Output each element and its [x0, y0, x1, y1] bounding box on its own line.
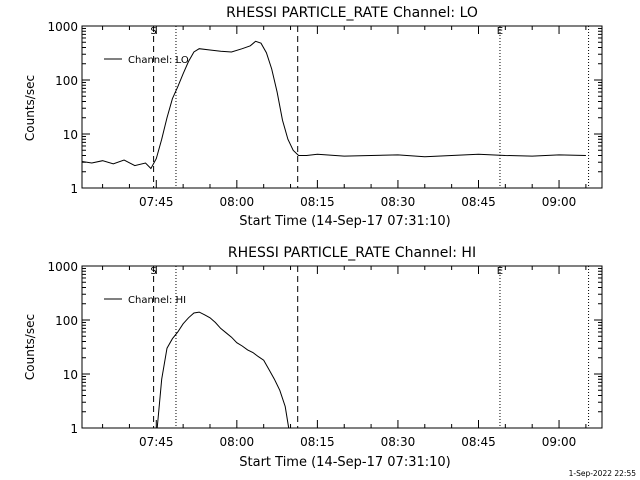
marker-label-lo: S: [150, 26, 156, 37]
x-tick-label-lo: 08:45: [461, 195, 496, 209]
x-axis-label-hi: Start Time (14-Sep-17 07:31:10): [239, 455, 450, 470]
marker-label-hi: E: [497, 266, 503, 277]
x-tick-label-hi: 08:00: [220, 435, 255, 449]
x-tick-label-hi: 07:45: [139, 435, 174, 449]
chart-title-lo: RHESSI PARTICLE_RATE Channel: LO: [226, 5, 478, 21]
panel-lo: RHESSI PARTICLE_RATE Channel: LO Counts/…: [23, 5, 603, 229]
y-tick-label-lo: 1000: [47, 20, 78, 34]
x-tick-label-hi: 08:45: [461, 435, 496, 449]
y-tick-label-lo: 10: [63, 128, 78, 142]
x-tick-label-hi: 09:00: [542, 435, 577, 449]
plot-frame-lo: [81, 25, 603, 189]
marker-label-hi: S: [150, 266, 156, 277]
y-tick-label-lo: 1: [70, 182, 78, 196]
y-tick-label-lo: 100: [55, 74, 78, 88]
x-tick-label-hi: 08:15: [300, 435, 335, 449]
x-axis-label-lo: Start Time (14-Sep-17 07:31:10): [239, 214, 450, 229]
plot-content-hi: 1 10 100 1000 07:45 08:00 08:15 08:30 08:45 09:00…: [47, 260, 602, 449]
plot-frame-hi: [81, 265, 603, 429]
y-tick-label-hi: 10: [63, 368, 78, 382]
legend-label-lo: Channel: LO: [128, 55, 189, 66]
footer-timestamp: 1-Sep-2022 22:55: [569, 469, 637, 478]
x-tick-label-lo: 08:15: [300, 195, 335, 209]
x-tick-label-lo: 07:45: [139, 195, 174, 209]
x-tick-label-lo: 09:00: [542, 195, 577, 209]
plot-content-lo: 1 10 100 1000 07:45 08:00 08:15 08:30 08:45 09:00…: [47, 20, 602, 209]
y-tick-label-hi: 1000: [47, 260, 78, 274]
y-tick-label-hi: 100: [55, 314, 78, 328]
x-tick-label-lo: 08:00: [220, 195, 255, 209]
panel-hi: RHESSI PARTICLE_RATE Channel: HI Counts/…: [23, 245, 603, 470]
series-line-hi: [156, 311, 290, 429]
x-tick-label-lo: 08:30: [381, 195, 416, 209]
y-axis-label-lo: Counts/sec: [23, 75, 37, 141]
series-line-lo: [81, 40, 586, 170]
chart-title-hi: RHESSI PARTICLE_RATE Channel: HI: [228, 245, 476, 261]
marker-label-lo: E: [497, 26, 503, 37]
y-tick-label-hi: 1: [70, 422, 78, 436]
legend-label-hi: Channel: HI: [128, 295, 186, 306]
x-tick-label-hi: 08:30: [381, 435, 416, 449]
y-axis-label-hi: Counts/sec: [23, 314, 37, 380]
